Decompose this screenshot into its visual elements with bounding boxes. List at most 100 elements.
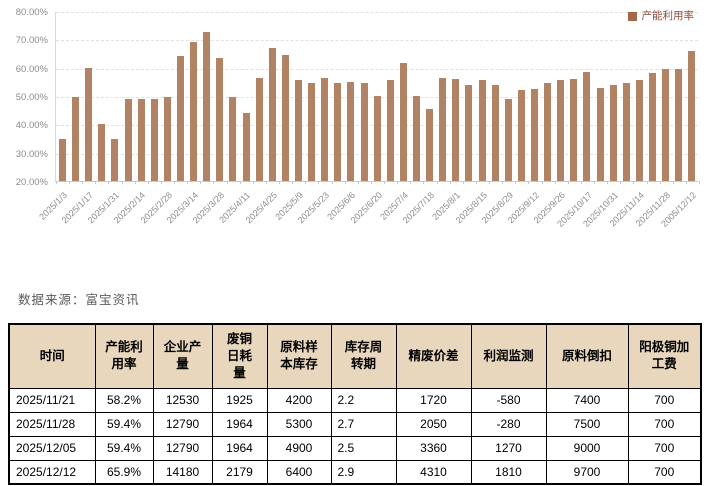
x-axis-tick <box>423 181 425 184</box>
table-row: 2025/12/05 59.4% 12790 1964 4900 2.5 3360 1270 9… <box>8 435 702 461</box>
bar-slot <box>161 12 174 181</box>
bar-slot <box>685 12 698 181</box>
value-cell: 7400 <box>545 387 629 413</box>
x-axis-tick <box>279 181 281 184</box>
bar-slot <box>279 12 292 181</box>
column-header: 精废价差 <box>395 323 472 389</box>
value-cell: 12790 <box>152 435 213 461</box>
value-cell: 5300 <box>266 411 332 437</box>
data-source-label: 数据来源： <box>18 293 86 307</box>
x-axis-tick <box>69 181 71 184</box>
bar <box>334 83 342 181</box>
value-cell: 59.4% <box>94 411 154 437</box>
x-axis-tick <box>121 181 123 184</box>
bar <box>688 50 696 181</box>
x-axis-tick <box>410 181 412 184</box>
chart-legend[interactable]: 产能利用率 <box>627 10 695 22</box>
bar <box>675 69 683 181</box>
bar-slot <box>108 12 121 181</box>
bar <box>347 81 355 181</box>
value-cell: 700 <box>627 459 702 485</box>
bar-slot <box>56 12 69 181</box>
value-cell: 700 <box>627 387 702 413</box>
capacity-utilization-chart: 80.00% 70.00% 60.00% 50.00% 40.00% 30.00% 20.0… <box>15 7 700 229</box>
bar-slot <box>200 12 213 181</box>
x-axis-tick <box>528 181 530 184</box>
bar-slot <box>69 12 82 181</box>
bar-slot <box>226 12 239 181</box>
x-axis-tick <box>226 181 228 184</box>
value-cell: 2050 <box>395 411 472 437</box>
x-axis-tick <box>82 181 84 184</box>
bar <box>85 67 93 181</box>
table-body: 2025/11/21 58.2% 12530 1925 4200 2.2 1720 -580 7… <box>8 387 702 485</box>
bar-slot <box>528 12 541 181</box>
date-cell: 2025/11/28 <box>8 411 96 437</box>
table-header-row: 时间 产能利 用率 企业产 量废铜 日耗 量原料样 本库存 库存周 转期 精废价差 利润监… <box>8 323 702 389</box>
bar-slot <box>646 12 659 181</box>
x-axis-tick <box>607 181 609 184</box>
y-tick-label: 20.00% <box>15 177 48 188</box>
column-header: 产能利 用率 <box>94 323 154 389</box>
bar-slot <box>240 12 253 181</box>
bar <box>465 84 473 181</box>
column-header: 库存周 转期 <box>330 323 397 389</box>
bar-slot <box>489 12 502 181</box>
bar <box>426 108 434 181</box>
bar <box>544 83 552 181</box>
bar-slot <box>148 12 161 181</box>
x-axis-tick <box>147 181 149 184</box>
bar-slot <box>135 12 148 181</box>
bar <box>596 87 604 181</box>
bar-slot <box>305 12 318 181</box>
bar <box>635 80 643 181</box>
bar-slot <box>384 12 397 181</box>
bar <box>622 83 630 181</box>
value-cell: 1964 <box>211 411 268 437</box>
bar <box>557 80 565 181</box>
bar <box>177 56 185 181</box>
x-axis-tick <box>397 181 399 184</box>
x-axis-tick <box>515 181 517 184</box>
bar <box>439 77 447 181</box>
bar <box>413 96 420 181</box>
x-axis-tick <box>239 181 241 184</box>
bar <box>203 32 211 181</box>
y-tick-label: 60.00% <box>15 63 48 75</box>
data-source: 数据来源：富宝资讯 <box>18 289 140 308</box>
column-header: 利润监测 <box>470 323 547 389</box>
bar <box>491 84 499 181</box>
value-cell: 2.9 <box>330 459 397 485</box>
bar <box>452 79 460 181</box>
x-axis-tick <box>95 181 97 184</box>
bar-slot <box>187 12 200 181</box>
bar <box>530 88 538 181</box>
bar <box>281 54 289 181</box>
bar <box>399 63 407 181</box>
x-axis-tick <box>436 181 438 184</box>
value-cell: 4900 <box>266 435 332 461</box>
h-gridline <box>56 68 698 70</box>
table-row: 2025/12/12 65.9% 14180 2179 6400 2.9 4310 1810 9… <box>8 459 702 485</box>
value-cell: 700 <box>627 411 702 437</box>
value-cell: 2.2 <box>330 387 397 413</box>
bar <box>59 138 67 181</box>
legend-label: 产能利用率 <box>641 10 695 22</box>
bar-slot <box>318 12 331 181</box>
bar-slot <box>331 12 344 181</box>
weekly-data-table: 时间 产能利 用率 企业产 量废铜 日耗 量原料样 本库存 库存周 转期 精废价差 利润监… <box>8 323 702 485</box>
value-cell: 2.5 <box>330 435 397 461</box>
x-axis-tick <box>174 181 176 184</box>
bar <box>242 113 250 181</box>
x-axis-tick <box>541 181 543 184</box>
bar-slot <box>371 12 384 181</box>
legend-swatch-icon <box>627 12 637 21</box>
bar-slot <box>436 12 449 181</box>
date-cell: 2025/11/21 <box>8 387 96 413</box>
x-axis-tick <box>554 181 556 184</box>
x-axis-tick <box>475 181 477 184</box>
x-axis-tick <box>672 181 674 184</box>
bar <box>609 84 617 181</box>
bar-slot <box>620 12 633 181</box>
